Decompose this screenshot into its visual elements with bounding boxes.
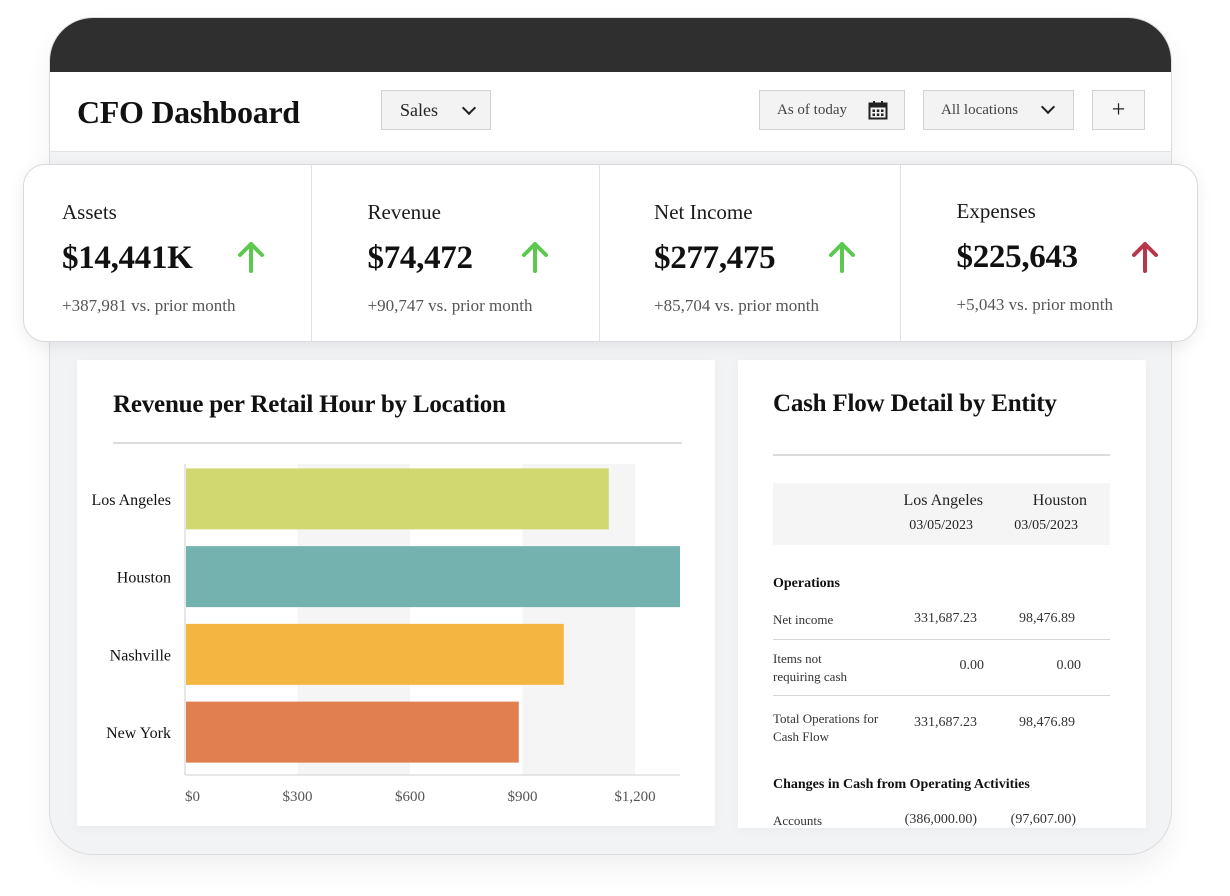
- x-tick-label: $1,200: [614, 789, 655, 805]
- x-tick-label: $600: [395, 789, 425, 805]
- page-title: CFO Dashboard: [77, 94, 300, 130]
- kpi-card-revenue[interactable]: Revenue $74,472 +90,747 vs. prior month: [312, 165, 601, 341]
- kpi-card-assets[interactable]: Assets $14,441K +387,981 vs. prior month: [24, 165, 312, 341]
- category-label: New York: [106, 725, 171, 742]
- column-date-houston: 03/05/2023: [1014, 518, 1078, 533]
- section-title-operations: Operations: [773, 576, 840, 591]
- kpi-card-expenses[interactable]: Expenses $225,643 +5,043 vs. prior month: [901, 165, 1197, 341]
- kpi-strip: Assets $14,441K +387,981 vs. prior month…: [23, 164, 1198, 342]
- category-label: Los Angeles: [91, 492, 171, 509]
- plus-icon: +: [1111, 96, 1126, 123]
- section-title-operating-activities: Changes in Cash from Operating Activitie…: [773, 777, 1030, 792]
- bar-nashville: [186, 623, 564, 685]
- table-row[interactable]: Total Operations for Cash Flow 331,687.2…: [773, 696, 1110, 756]
- divider: [113, 442, 682, 444]
- row-label: Net income: [773, 612, 834, 627]
- category-label: Houston: [117, 570, 171, 587]
- chevron-down-icon: [461, 100, 477, 116]
- row-value: 0.00: [959, 658, 985, 673]
- kpi-value: $277,475: [654, 240, 776, 276]
- x-tick-label: $900: [508, 789, 538, 805]
- calendar-icon: [868, 101, 888, 120]
- divider: [773, 454, 1110, 456]
- kpi-label: Assets: [62, 200, 117, 224]
- date-filter-button[interactable]: As of today: [759, 90, 905, 130]
- arrow-up-icon: [521, 242, 548, 273]
- category-label: Nashville: [110, 647, 171, 664]
- kpi-change: +85,704 vs. prior month: [654, 296, 819, 315]
- table-row[interactable]: Net income 331,687.23 98,476.89: [773, 601, 1110, 640]
- row-value: (386,000.00): [904, 812, 977, 827]
- arrow-up-icon: [238, 242, 264, 273]
- chevron-down-icon: [1040, 99, 1056, 115]
- row-value: 98,476.89: [1019, 611, 1075, 626]
- x-tick-label: $300: [283, 789, 313, 805]
- column-date-los-angeles: 03/05/2023: [909, 518, 973, 533]
- cash-flow-panel: Cash Flow Detail by Entity Los Angeles 0…: [738, 360, 1146, 828]
- revenue-chart-panel: Revenue per Retail Hour by Location Los …: [77, 360, 715, 826]
- bar-los-angeles: [186, 468, 609, 530]
- row-label: Accounts: [773, 813, 823, 828]
- arrow-up-icon: [1131, 242, 1158, 273]
- device-top-bar: [50, 18, 1171, 72]
- kpi-label: Revenue: [367, 200, 441, 224]
- add-button[interactable]: +: [1092, 90, 1145, 130]
- view-select-label: Sales: [400, 99, 438, 120]
- bar-houston: [186, 546, 680, 608]
- view-select-dropdown[interactable]: Sales: [381, 90, 491, 130]
- cash-flow-column-header: Los Angeles 03/05/2023 Houston 03/05/202…: [773, 483, 1110, 545]
- kpi-value: $14,441K: [62, 240, 193, 276]
- kpi-label: Net Income: [654, 200, 753, 224]
- kpi-card-net-income[interactable]: Net Income $277,475 +85,704 vs. prior mo…: [600, 165, 901, 341]
- bar-new-york: [186, 701, 519, 763]
- row-value: 0.00: [1056, 658, 1082, 673]
- table-row[interactable]: Accounts (386,000.00) (97,607.00): [773, 804, 1110, 828]
- date-filter-label: As of today: [777, 101, 847, 118]
- x-tick-label: $0: [185, 789, 200, 805]
- column-header-houston: Houston: [1032, 492, 1087, 509]
- arrow-up-icon: [829, 242, 856, 273]
- device-frame: CFO Dashboard Sales As of today All loca…: [49, 17, 1172, 855]
- kpi-change: +5,043 vs. prior month: [956, 295, 1113, 314]
- kpi-change: +387,981 vs. prior month: [62, 296, 236, 315]
- location-filter-dropdown[interactable]: All locations: [923, 90, 1074, 130]
- table-row[interactable]: Items not requiring cash 0.00 0.00: [773, 640, 1110, 696]
- row-value: 331,687.23: [914, 611, 977, 626]
- revenue-bar-chart: Los Angeles Houston Nashville New York $0 $30…: [91, 464, 680, 805]
- cash-flow-title: Cash Flow Detail by Entity: [773, 390, 1057, 417]
- app-header: CFO Dashboard Sales As of today All loca…: [50, 72, 1171, 152]
- kpi-value: $74,472: [367, 240, 473, 276]
- kpi-label: Expenses: [956, 199, 1036, 223]
- row-label: Total Operations for Cash Flow: [773, 711, 879, 744]
- kpi-change: +90,747 vs. prior month: [367, 296, 533, 315]
- revenue-chart-title: Revenue per Retail Hour by Location: [113, 391, 506, 418]
- row-value: (97,607.00): [1010, 812, 1076, 827]
- row-label: Items not requiring cash: [773, 651, 848, 684]
- location-filter-label: All locations: [941, 101, 1019, 118]
- kpi-value: $225,643: [956, 239, 1079, 275]
- row-value: 331,687.23: [914, 715, 977, 730]
- row-value: 98,476.89: [1019, 715, 1075, 730]
- column-header-los-angeles: Los Angeles: [903, 492, 983, 509]
